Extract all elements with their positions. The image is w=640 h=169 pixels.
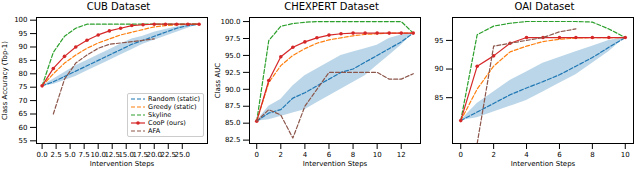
svg-text:100: 100 bbox=[14, 16, 27, 24]
svg-text:2: 2 bbox=[491, 151, 495, 159]
svg-text:97.5: 97.5 bbox=[225, 35, 241, 43]
svg-text:2.5: 2.5 bbox=[51, 151, 62, 159]
html-text:CHEXPERT Dataset: CHEXPERT Dataset bbox=[284, 1, 379, 12]
svg-text:2: 2 bbox=[279, 151, 283, 159]
svg-text:90: 90 bbox=[19, 43, 28, 51]
svg-text:7.5: 7.5 bbox=[79, 151, 90, 159]
html-text:CUB Dataset: CUB Dataset bbox=[86, 1, 151, 12]
html-text:Greedy (static): Greedy (static) bbox=[148, 103, 197, 111]
svg-text:25.0: 25.0 bbox=[174, 151, 190, 159]
html-text:CooP (ours): CooP (ours) bbox=[148, 119, 186, 127]
svg-text:5.0: 5.0 bbox=[65, 151, 76, 159]
html-text:AFA: AFA bbox=[148, 127, 161, 135]
svg-text:8: 8 bbox=[590, 151, 594, 159]
svg-text:Intervention Steps: Intervention Steps bbox=[303, 160, 368, 168]
svg-text:75: 75 bbox=[19, 83, 28, 91]
svg-text:60: 60 bbox=[19, 124, 28, 132]
svg-text:12: 12 bbox=[397, 151, 406, 159]
svg-text:10: 10 bbox=[621, 151, 630, 159]
svg-text:10: 10 bbox=[373, 151, 382, 159]
svg-text:65: 65 bbox=[19, 110, 28, 118]
svg-text:90.0: 90.0 bbox=[225, 86, 241, 94]
svg-text:0: 0 bbox=[458, 151, 462, 159]
svg-text:6: 6 bbox=[327, 151, 332, 159]
svg-text:95: 95 bbox=[19, 30, 28, 38]
svg-text:82.5: 82.5 bbox=[225, 136, 241, 144]
svg-text:85: 85 bbox=[435, 94, 444, 102]
svg-text:Intervention Steps: Intervention Steps bbox=[511, 160, 576, 168]
html-text:OAI Dataset: OAI Dataset bbox=[514, 1, 575, 12]
svg-text:85: 85 bbox=[19, 57, 28, 65]
svg-text:0: 0 bbox=[254, 151, 258, 159]
svg-text:92.5: 92.5 bbox=[225, 69, 241, 77]
html-text:Skyline: Skyline bbox=[148, 111, 172, 119]
svg-text:4: 4 bbox=[303, 151, 308, 159]
svg-text:6: 6 bbox=[557, 151, 562, 159]
svg-text:8: 8 bbox=[351, 151, 355, 159]
svg-text:0.0: 0.0 bbox=[37, 151, 48, 159]
svg-text:95: 95 bbox=[435, 37, 444, 45]
svg-text:Class AUC: Class AUC bbox=[214, 63, 222, 99]
svg-text:80: 80 bbox=[19, 70, 28, 78]
svg-text:95.0: 95.0 bbox=[225, 52, 241, 60]
svg-text:Class Accuracy (Top-1): Class Accuracy (Top-1) bbox=[1, 41, 9, 120]
html-text:Random (static): Random (static) bbox=[148, 95, 200, 103]
svg-text:90: 90 bbox=[435, 65, 444, 73]
html-text:10.0 12.5 15.0 17.5 20.0 22.5: 10.0 12.5 15.0 17.5 20.0 22.5 bbox=[90, 151, 177, 160]
svg-text:4: 4 bbox=[524, 151, 529, 159]
svg-text:85.0: 85.0 bbox=[225, 119, 241, 127]
svg-text:70: 70 bbox=[19, 97, 28, 105]
svg-text:Intervention Steps: Intervention Steps bbox=[90, 160, 155, 168]
svg-text:87.5: 87.5 bbox=[225, 102, 241, 110]
svg-text:100.0: 100.0 bbox=[220, 18, 240, 26]
svg-text:55: 55 bbox=[19, 137, 28, 145]
